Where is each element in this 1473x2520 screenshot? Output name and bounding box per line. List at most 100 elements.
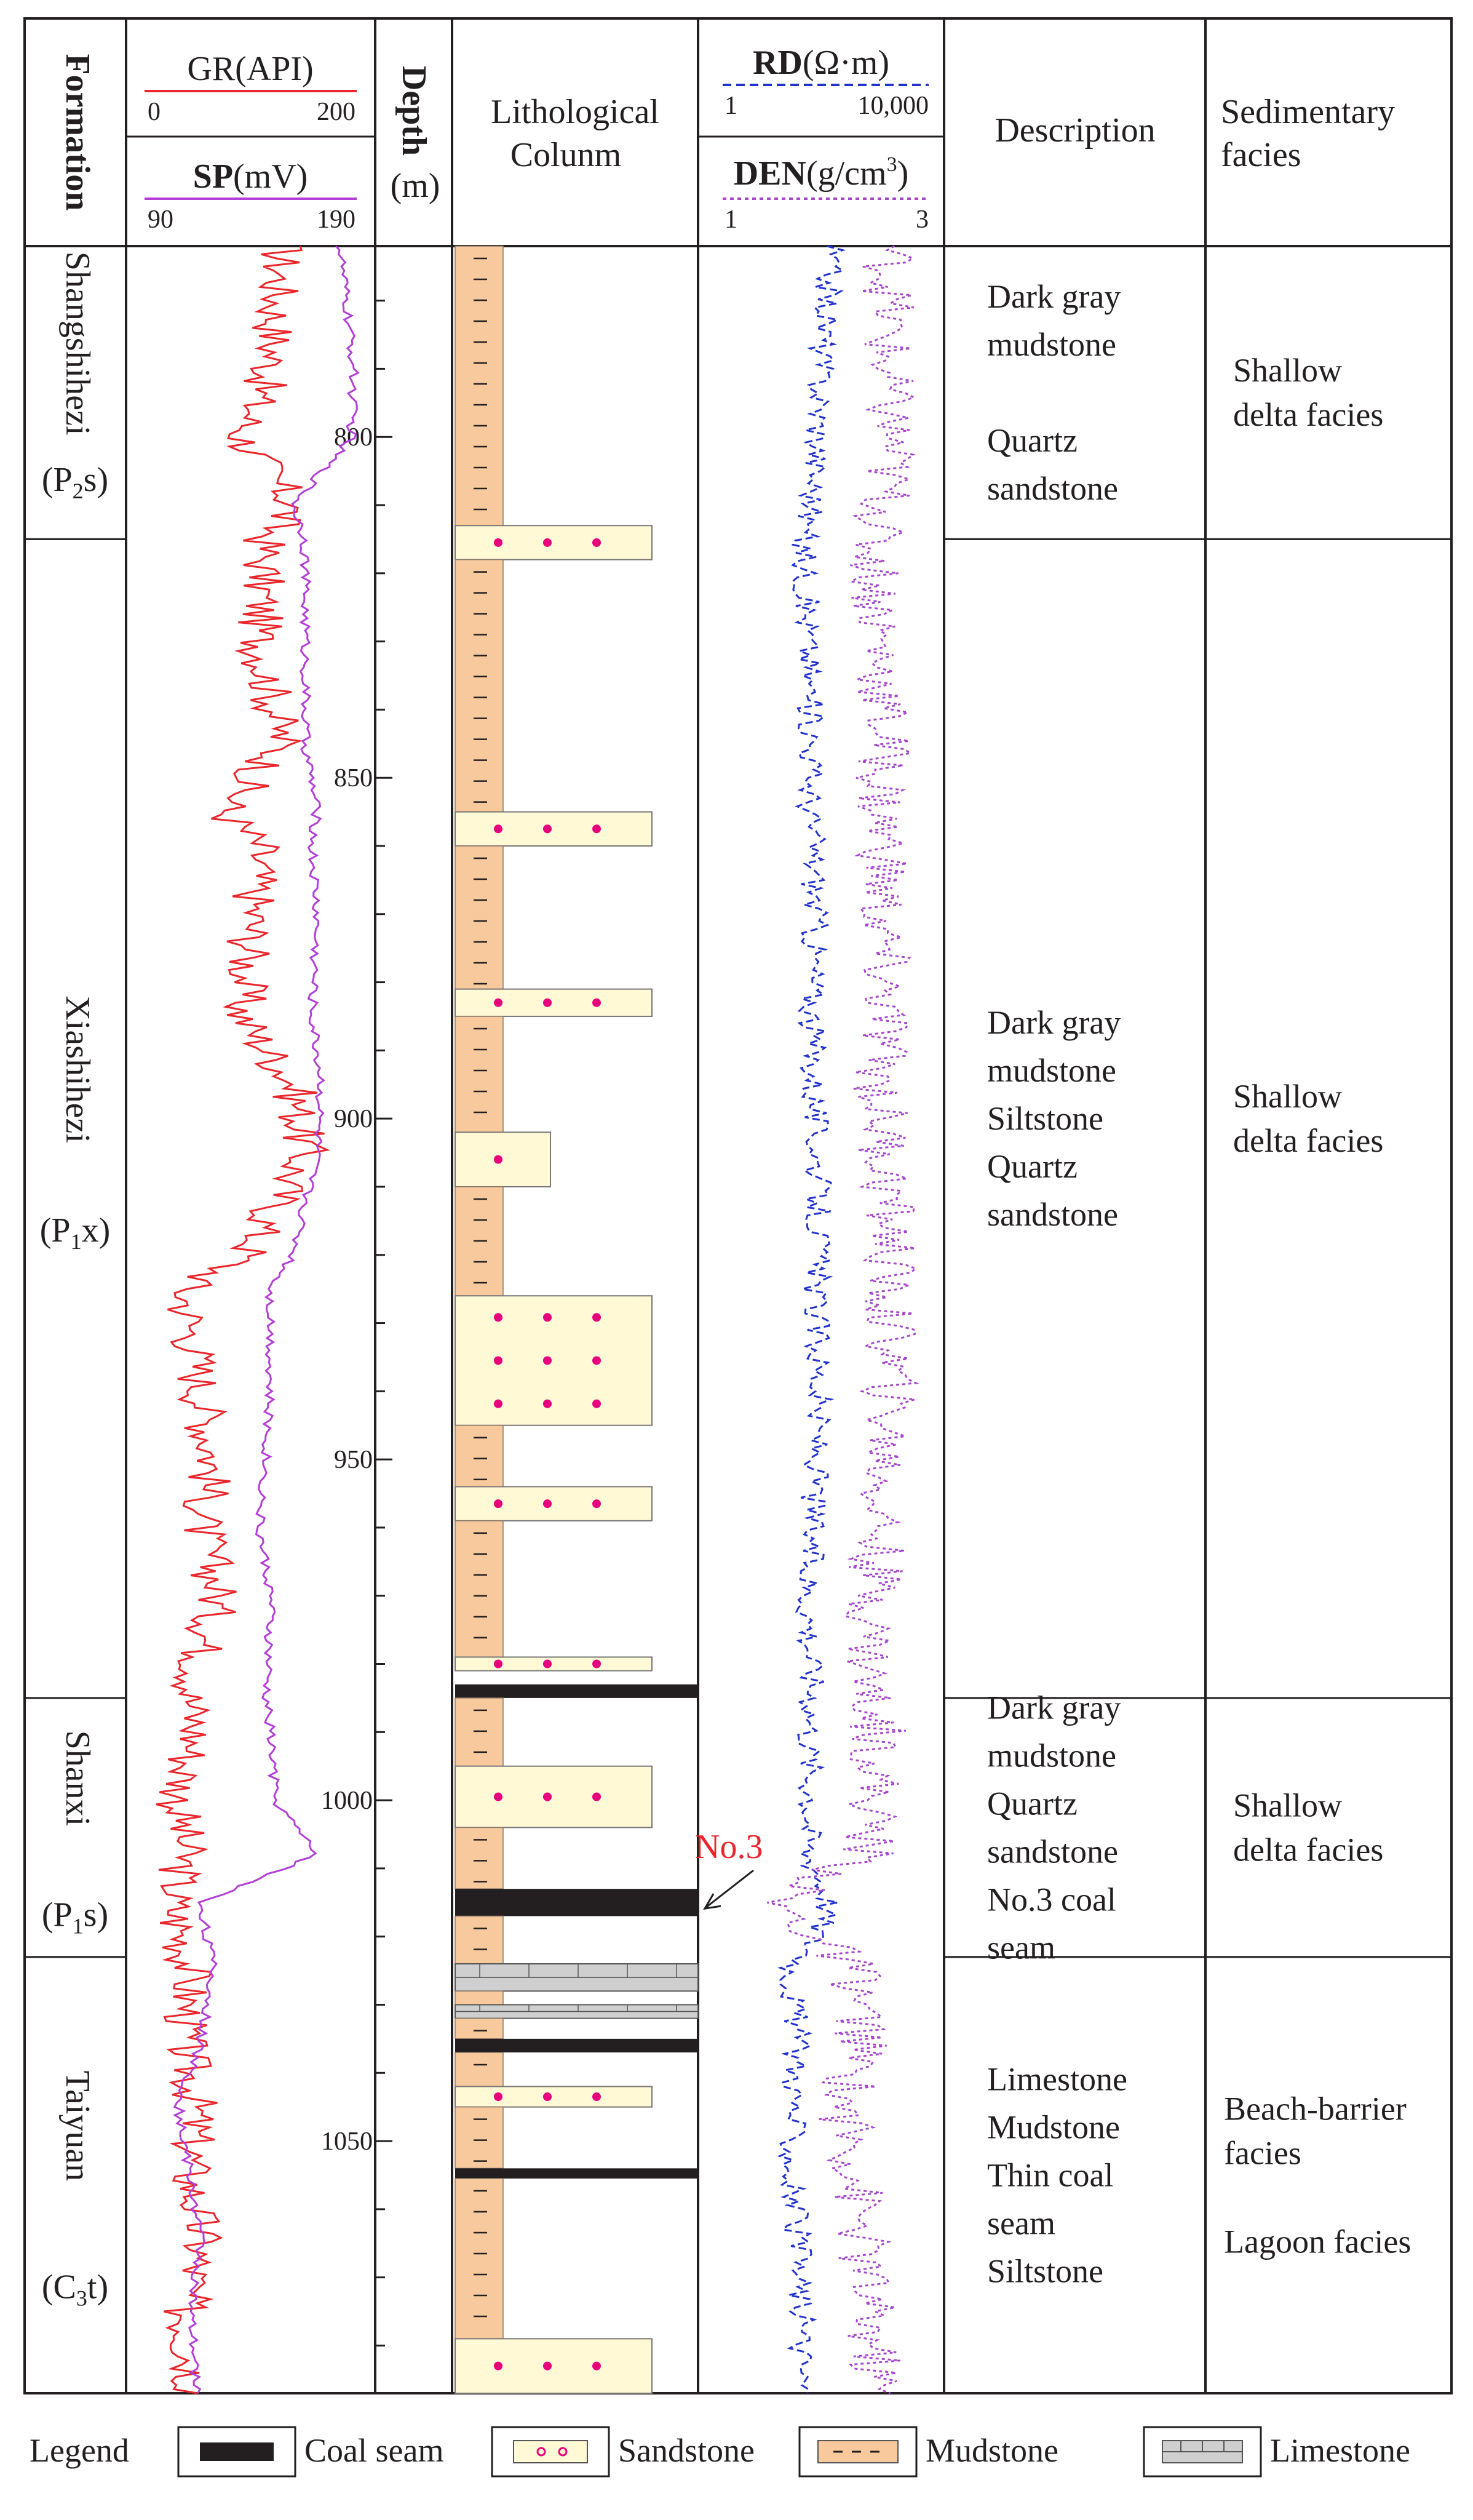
sandstone-dot bbox=[543, 824, 552, 834]
litho-coal bbox=[455, 1889, 698, 1916]
formation-code: (C3t) bbox=[42, 2268, 108, 2310]
litho-mudstone bbox=[455, 1186, 504, 1296]
description-line: Dark gray bbox=[987, 278, 1121, 315]
sandstone-dot bbox=[592, 824, 601, 834]
description-line: Quartz bbox=[987, 1148, 1078, 1185]
rd-curve bbox=[777, 245, 846, 2394]
mudstone-bed bbox=[455, 2017, 504, 2040]
litho-sandstone bbox=[455, 1131, 551, 1187]
facies-header-line1: Sedimentary bbox=[1221, 93, 1395, 131]
rd-max: 10,000 bbox=[858, 92, 929, 120]
legend-item-coal: Coal seam bbox=[177, 2426, 443, 2478]
sandstone-dot bbox=[592, 998, 601, 1007]
description-line: seam bbox=[987, 2204, 1055, 2241]
sandstone-dot bbox=[494, 1155, 502, 1164]
legend-label: Limestone bbox=[1270, 2432, 1410, 2469]
facies-line: Shallow bbox=[1233, 352, 1342, 389]
gr-curve bbox=[156, 245, 330, 2394]
sandstone-dot bbox=[543, 998, 552, 1007]
sandstone-dot bbox=[494, 538, 502, 547]
no3-arrow bbox=[705, 1869, 754, 1908]
sandstone-dot bbox=[592, 1313, 601, 1322]
litho-sandstone bbox=[455, 2338, 653, 2394]
sandstone-bed bbox=[455, 1656, 653, 1672]
mudstone-bed bbox=[455, 559, 504, 813]
description-line: sandstone bbox=[987, 1196, 1118, 1233]
mudstone-bed bbox=[455, 2178, 504, 2340]
litho-coal bbox=[455, 2038, 698, 2053]
description-line: Limestone bbox=[987, 2060, 1127, 2097]
litho-mudstone bbox=[455, 1016, 504, 1133]
coal-seam-bed bbox=[455, 2168, 698, 2179]
formation-0: Shangshihezi (P2s) bbox=[42, 252, 108, 503]
depth-tick-label: 850 bbox=[334, 764, 373, 792]
mudstone-bed bbox=[455, 1915, 504, 1964]
sandstone-bed bbox=[455, 1131, 551, 1187]
description-line: Thin coal bbox=[987, 2156, 1113, 2193]
formation-header: Formation bbox=[58, 54, 97, 210]
sandstone-dot bbox=[494, 1499, 502, 1509]
sandstone-dot bbox=[592, 2361, 601, 2370]
depth-tick-label: 1050 bbox=[321, 2127, 373, 2156]
sandstone-dot bbox=[543, 1499, 552, 1509]
legend-item-sandstone: Sandstone bbox=[491, 2426, 755, 2478]
litho-mudstone bbox=[455, 845, 504, 990]
litho-limestone bbox=[455, 1963, 699, 1992]
formation-name: Taiyuan bbox=[58, 2071, 97, 2182]
sandstone-dot bbox=[494, 1356, 502, 1365]
legend-label: Mudstone bbox=[926, 2432, 1058, 2469]
legend-swatch-coal bbox=[200, 2442, 274, 2461]
litho-header-line1: Lithological bbox=[491, 93, 659, 131]
facies-header-line2: facies bbox=[1221, 136, 1301, 174]
sandstone-dot bbox=[494, 1792, 502, 1801]
litho-mudstone bbox=[455, 1520, 504, 1658]
no3-arrowhead bbox=[703, 1893, 721, 1910]
litho-coal bbox=[455, 2168, 698, 2179]
facies-column: Shallow delta facies Shallow delta facies Sh… bbox=[1224, 352, 1411, 2260]
mudstone-bed bbox=[455, 2106, 504, 2169]
coal-seam-bed bbox=[455, 2038, 698, 2053]
litho-mudstone bbox=[455, 1990, 504, 2006]
litho-sandstone bbox=[455, 1486, 653, 1521]
mudstone-bed bbox=[455, 1520, 504, 1658]
litho-mudstone bbox=[455, 2052, 504, 2087]
description-line: Siltstone bbox=[987, 1100, 1103, 1137]
sandstone-dot bbox=[592, 1659, 601, 1669]
formation-name: Shanxi bbox=[58, 1731, 97, 1827]
litho-mudstone bbox=[455, 1915, 504, 1964]
sandstone-dot bbox=[494, 2361, 502, 2370]
litho-mudstone bbox=[455, 245, 504, 527]
sandstone-dot bbox=[543, 2092, 552, 2102]
description-line: Mudstone bbox=[987, 2108, 1120, 2145]
sandstone-bed bbox=[455, 2338, 653, 2394]
no3-label: No.3 bbox=[695, 1828, 763, 1866]
litho-mudstone bbox=[455, 559, 504, 813]
facies-line: Beach-barrier bbox=[1224, 2090, 1407, 2127]
description-column: Dark gray mudstone Quartz sandstone Dark gra… bbox=[944, 278, 1451, 2289]
legend-label: Coal seam bbox=[304, 2432, 443, 2469]
sandstone-dot bbox=[543, 1313, 552, 1322]
sandstone-dot bbox=[543, 1792, 552, 1801]
description-line: Dark gray bbox=[987, 1004, 1121, 1041]
formation-column: Shangshihezi (P2s) Xiashihezi (P1x) Shanxi (P… bbox=[25, 252, 126, 2310]
sp-min: 90 bbox=[148, 205, 173, 234]
formation-code: (P1s) bbox=[42, 1896, 108, 1938]
sandstone-dot bbox=[543, 2361, 552, 2370]
mudstone-bed bbox=[455, 1827, 504, 1889]
coal-seam-bed bbox=[455, 1889, 698, 1916]
mudstone-bed bbox=[455, 245, 504, 527]
litho-limestone bbox=[455, 2004, 699, 2019]
formation-2: Shanxi (P1s) bbox=[42, 1731, 108, 1939]
sandstone-dot bbox=[592, 2092, 601, 2102]
depth-tick-label: 1000 bbox=[321, 1787, 373, 1815]
facies-line: Shallow bbox=[1233, 1078, 1342, 1115]
mudstone-bed bbox=[455, 1697, 504, 1767]
depth-unit: (m) bbox=[391, 167, 440, 205]
depth-axis: 800 850 900 950 1000 1050 bbox=[321, 300, 392, 2347]
description-line: Quartz bbox=[987, 422, 1078, 459]
sandstone-dot bbox=[543, 1659, 552, 1669]
legend-swatch-sandstone bbox=[513, 2440, 588, 2463]
depth-tick-label: 800 bbox=[334, 423, 373, 452]
legend: Legend Coal seam Sandstone Mudstone Limeston… bbox=[30, 2426, 1410, 2478]
